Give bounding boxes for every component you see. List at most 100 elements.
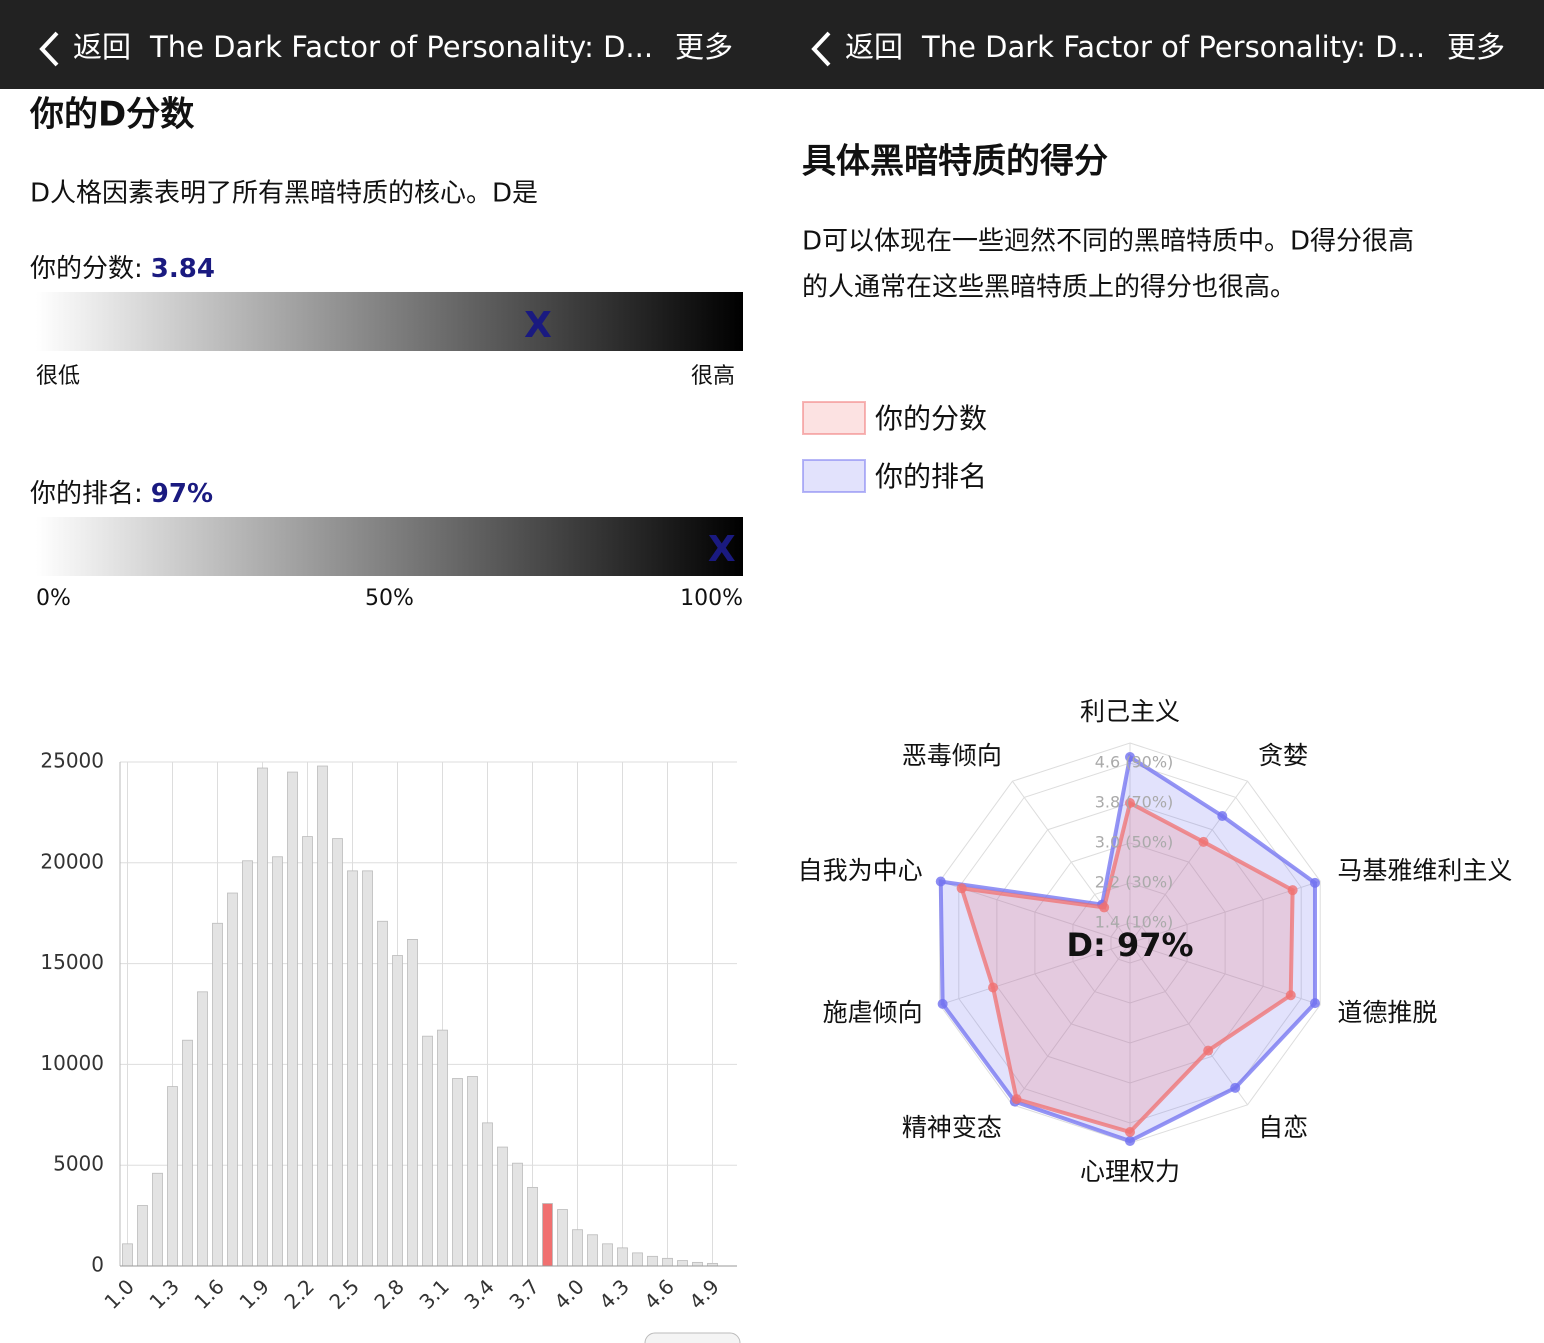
bar xyxy=(272,856,283,1267)
series-point xyxy=(1099,902,1110,913)
back-icon[interactable] xyxy=(39,31,59,67)
r-tick-label: 4.6 (90%) xyxy=(1095,753,1174,772)
bar xyxy=(662,1257,673,1267)
axis-label: 自我为中心 xyxy=(798,856,923,885)
r-tick-label: 2.2 (30%) xyxy=(1095,873,1174,892)
r-tick-label: 3.8 (70%) xyxy=(1095,793,1174,812)
series-point xyxy=(1125,798,1135,808)
bar xyxy=(182,1039,193,1267)
back-button[interactable]: 返回 xyxy=(73,30,131,64)
back-button[interactable]: 返回 xyxy=(845,30,903,64)
bar xyxy=(587,1234,598,1267)
x-tick-label: 3.7 xyxy=(504,1274,543,1313)
section-title: 你的D分数 xyxy=(29,95,194,135)
header-bar xyxy=(0,0,1544,89)
bar xyxy=(527,1186,538,1267)
series-point xyxy=(1203,1045,1214,1056)
axis-label: 利己主义 xyxy=(1080,697,1180,726)
x-tick-label: 1.0 xyxy=(99,1274,138,1313)
bar xyxy=(647,1255,658,1267)
axis-label: 自恋 xyxy=(1258,1113,1308,1142)
bar xyxy=(482,1122,493,1267)
x-tick-label: 2.8 xyxy=(369,1274,408,1313)
spoke xyxy=(939,942,1131,1006)
legend-swatch xyxy=(802,401,866,435)
section-title: 具体黑暗特质的得分 xyxy=(802,142,1108,182)
bar xyxy=(422,1035,433,1267)
bar xyxy=(602,1243,613,1267)
bar xyxy=(227,892,238,1267)
gauge-tick-label: 0% xyxy=(36,586,71,611)
gauge-marker: X xyxy=(708,529,736,570)
x-tick-label: 1.6 xyxy=(189,1274,228,1313)
more-button[interactable]: 更多 xyxy=(1447,30,1505,64)
y-tick-label: 0 xyxy=(91,1253,104,1277)
y-tick-label: 5000 xyxy=(53,1152,104,1176)
bar xyxy=(542,1203,553,1267)
bar xyxy=(632,1252,643,1267)
series-point xyxy=(1309,998,1320,1009)
bar xyxy=(362,870,373,1267)
description: D可以体现在一些迥然不同的黑暗特质中。D得分很高 xyxy=(802,227,1414,257)
legend-label: 你的排名 xyxy=(875,460,987,493)
bar xyxy=(392,955,403,1267)
series-point xyxy=(1198,836,1209,847)
description: D人格因素表明了所有黑暗特质的核心。D是 xyxy=(30,179,538,209)
axis-label: 精神变态 xyxy=(902,1113,1002,1142)
rank-gauge xyxy=(36,517,743,576)
series-point xyxy=(1125,1136,1135,1146)
x-tick-label: 1.9 xyxy=(234,1274,273,1313)
series-point xyxy=(1125,752,1135,762)
bar xyxy=(287,771,298,1267)
series-point xyxy=(1125,1127,1135,1137)
axis-label: 贪婪 xyxy=(1258,741,1308,770)
bar xyxy=(257,767,268,1267)
series-point xyxy=(988,982,999,993)
bar xyxy=(167,1086,178,1267)
more-button[interactable]: 更多 xyxy=(675,30,733,64)
page-title: The Dark Factor of Personality: D... xyxy=(921,30,1425,64)
gauge-low: 很低 xyxy=(36,364,80,389)
score-value: 3.84 xyxy=(151,254,215,284)
spoke xyxy=(1129,780,1248,944)
y-tick-label: 15000 xyxy=(40,950,104,974)
series-point xyxy=(1217,810,1228,821)
bar xyxy=(617,1247,628,1267)
bar xyxy=(137,1205,148,1267)
center-label: D: 97% xyxy=(1066,926,1193,964)
y-tick-label: 20000 xyxy=(40,849,104,873)
bar xyxy=(407,939,418,1267)
gauge-tick-label: 100% xyxy=(680,586,743,611)
rank-line: 你的排名: 97% xyxy=(30,479,213,509)
r-tick-label: 1.4 (10%) xyxy=(1095,913,1174,932)
button[interactable] xyxy=(644,1332,741,1343)
series-point xyxy=(937,998,948,1009)
spoke xyxy=(1012,942,1131,1106)
axis-label: 施虐倾向 xyxy=(823,998,923,1027)
description: 的人通常在这些黑暗特质上的得分也很高。 xyxy=(802,273,1296,303)
gauge-marker: X xyxy=(524,305,552,346)
gauge-tick-label: 50% xyxy=(365,586,414,611)
rank-label: 你的排名: xyxy=(30,479,143,509)
legend-swatch xyxy=(802,459,866,493)
bar xyxy=(347,870,358,1267)
bar xyxy=(497,1146,508,1267)
x-tick-label: 4.6 xyxy=(639,1274,678,1313)
bar xyxy=(332,838,343,1267)
bar xyxy=(512,1162,523,1267)
bar xyxy=(692,1261,703,1267)
y-tick-label: 25000 xyxy=(40,749,104,773)
series-point xyxy=(1011,1094,1022,1105)
y-tick-label: 10000 xyxy=(40,1051,104,1075)
x-tick-label: 3.4 xyxy=(459,1274,498,1313)
x-tick-label: 4.9 xyxy=(684,1274,723,1313)
x-tick-label: 3.1 xyxy=(414,1274,453,1313)
series-point xyxy=(1230,1082,1241,1093)
back-icon[interactable] xyxy=(811,31,831,67)
axis-label: 心理权力 xyxy=(1080,1157,1180,1186)
series-point xyxy=(1285,990,1296,1001)
bar xyxy=(557,1209,568,1267)
x-tick-label: 2.2 xyxy=(279,1274,318,1313)
score-label: 你的分数: xyxy=(30,254,143,284)
